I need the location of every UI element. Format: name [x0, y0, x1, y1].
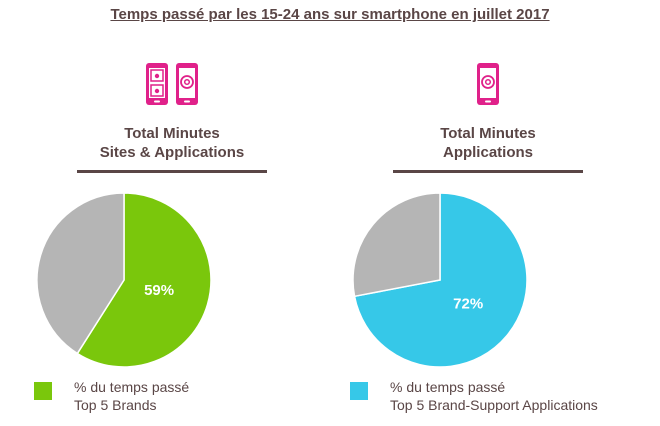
pie-chart: 72%	[352, 192, 528, 368]
chart-panel-sites-applications: Total Minutes Sites & Applications 59% %…	[22, 62, 322, 422]
legend-line: Top 5 Brand-Support Applications	[390, 397, 598, 413]
heading-line: Total Minutes	[440, 125, 536, 142]
chart-heading: Total Minutes Sites & Applications	[22, 124, 322, 162]
pie-data-label: 59%	[144, 282, 174, 299]
divider	[393, 170, 583, 173]
phone-web-icon	[146, 63, 168, 105]
phone-app-icon	[477, 63, 499, 105]
legend-line: % du temps passé	[74, 379, 190, 395]
pie-slice-highlight	[76, 192, 212, 368]
legend-swatch	[350, 382, 368, 400]
legend-label: % du temps passé Top 5 Brands	[74, 378, 189, 414]
legend-line: % du temps passé	[390, 379, 506, 395]
heading-line: Sites & Applications	[99, 144, 245, 161]
heading-line: Total Minutes	[124, 125, 220, 142]
pie-slice-rest	[36, 192, 125, 355]
chart-panel-applications: Total Minutes Applications 72% % du temp…	[338, 62, 638, 422]
divider	[77, 170, 267, 173]
chart-heading: Total Minutes Applications	[338, 124, 638, 162]
page-title: Temps passé par les 15-24 ans sur smartp…	[110, 6, 550, 23]
pie-slice-rest	[352, 192, 441, 298]
legend-label: % du temps passé Top 5 Brand-Support App…	[390, 378, 598, 414]
legend-line: Top 5 Brands	[74, 397, 157, 413]
smartphone-app-icon	[338, 62, 638, 112]
pie-slice-highlight	[353, 192, 528, 368]
heading-line: Applications	[442, 144, 533, 161]
pie-data-label: 72%	[453, 295, 483, 312]
phone-app-icon	[176, 63, 198, 105]
smartphones-sites-and-apps-icon	[22, 62, 322, 112]
legend-swatch	[34, 382, 52, 400]
pie-chart: 59%	[36, 192, 212, 368]
